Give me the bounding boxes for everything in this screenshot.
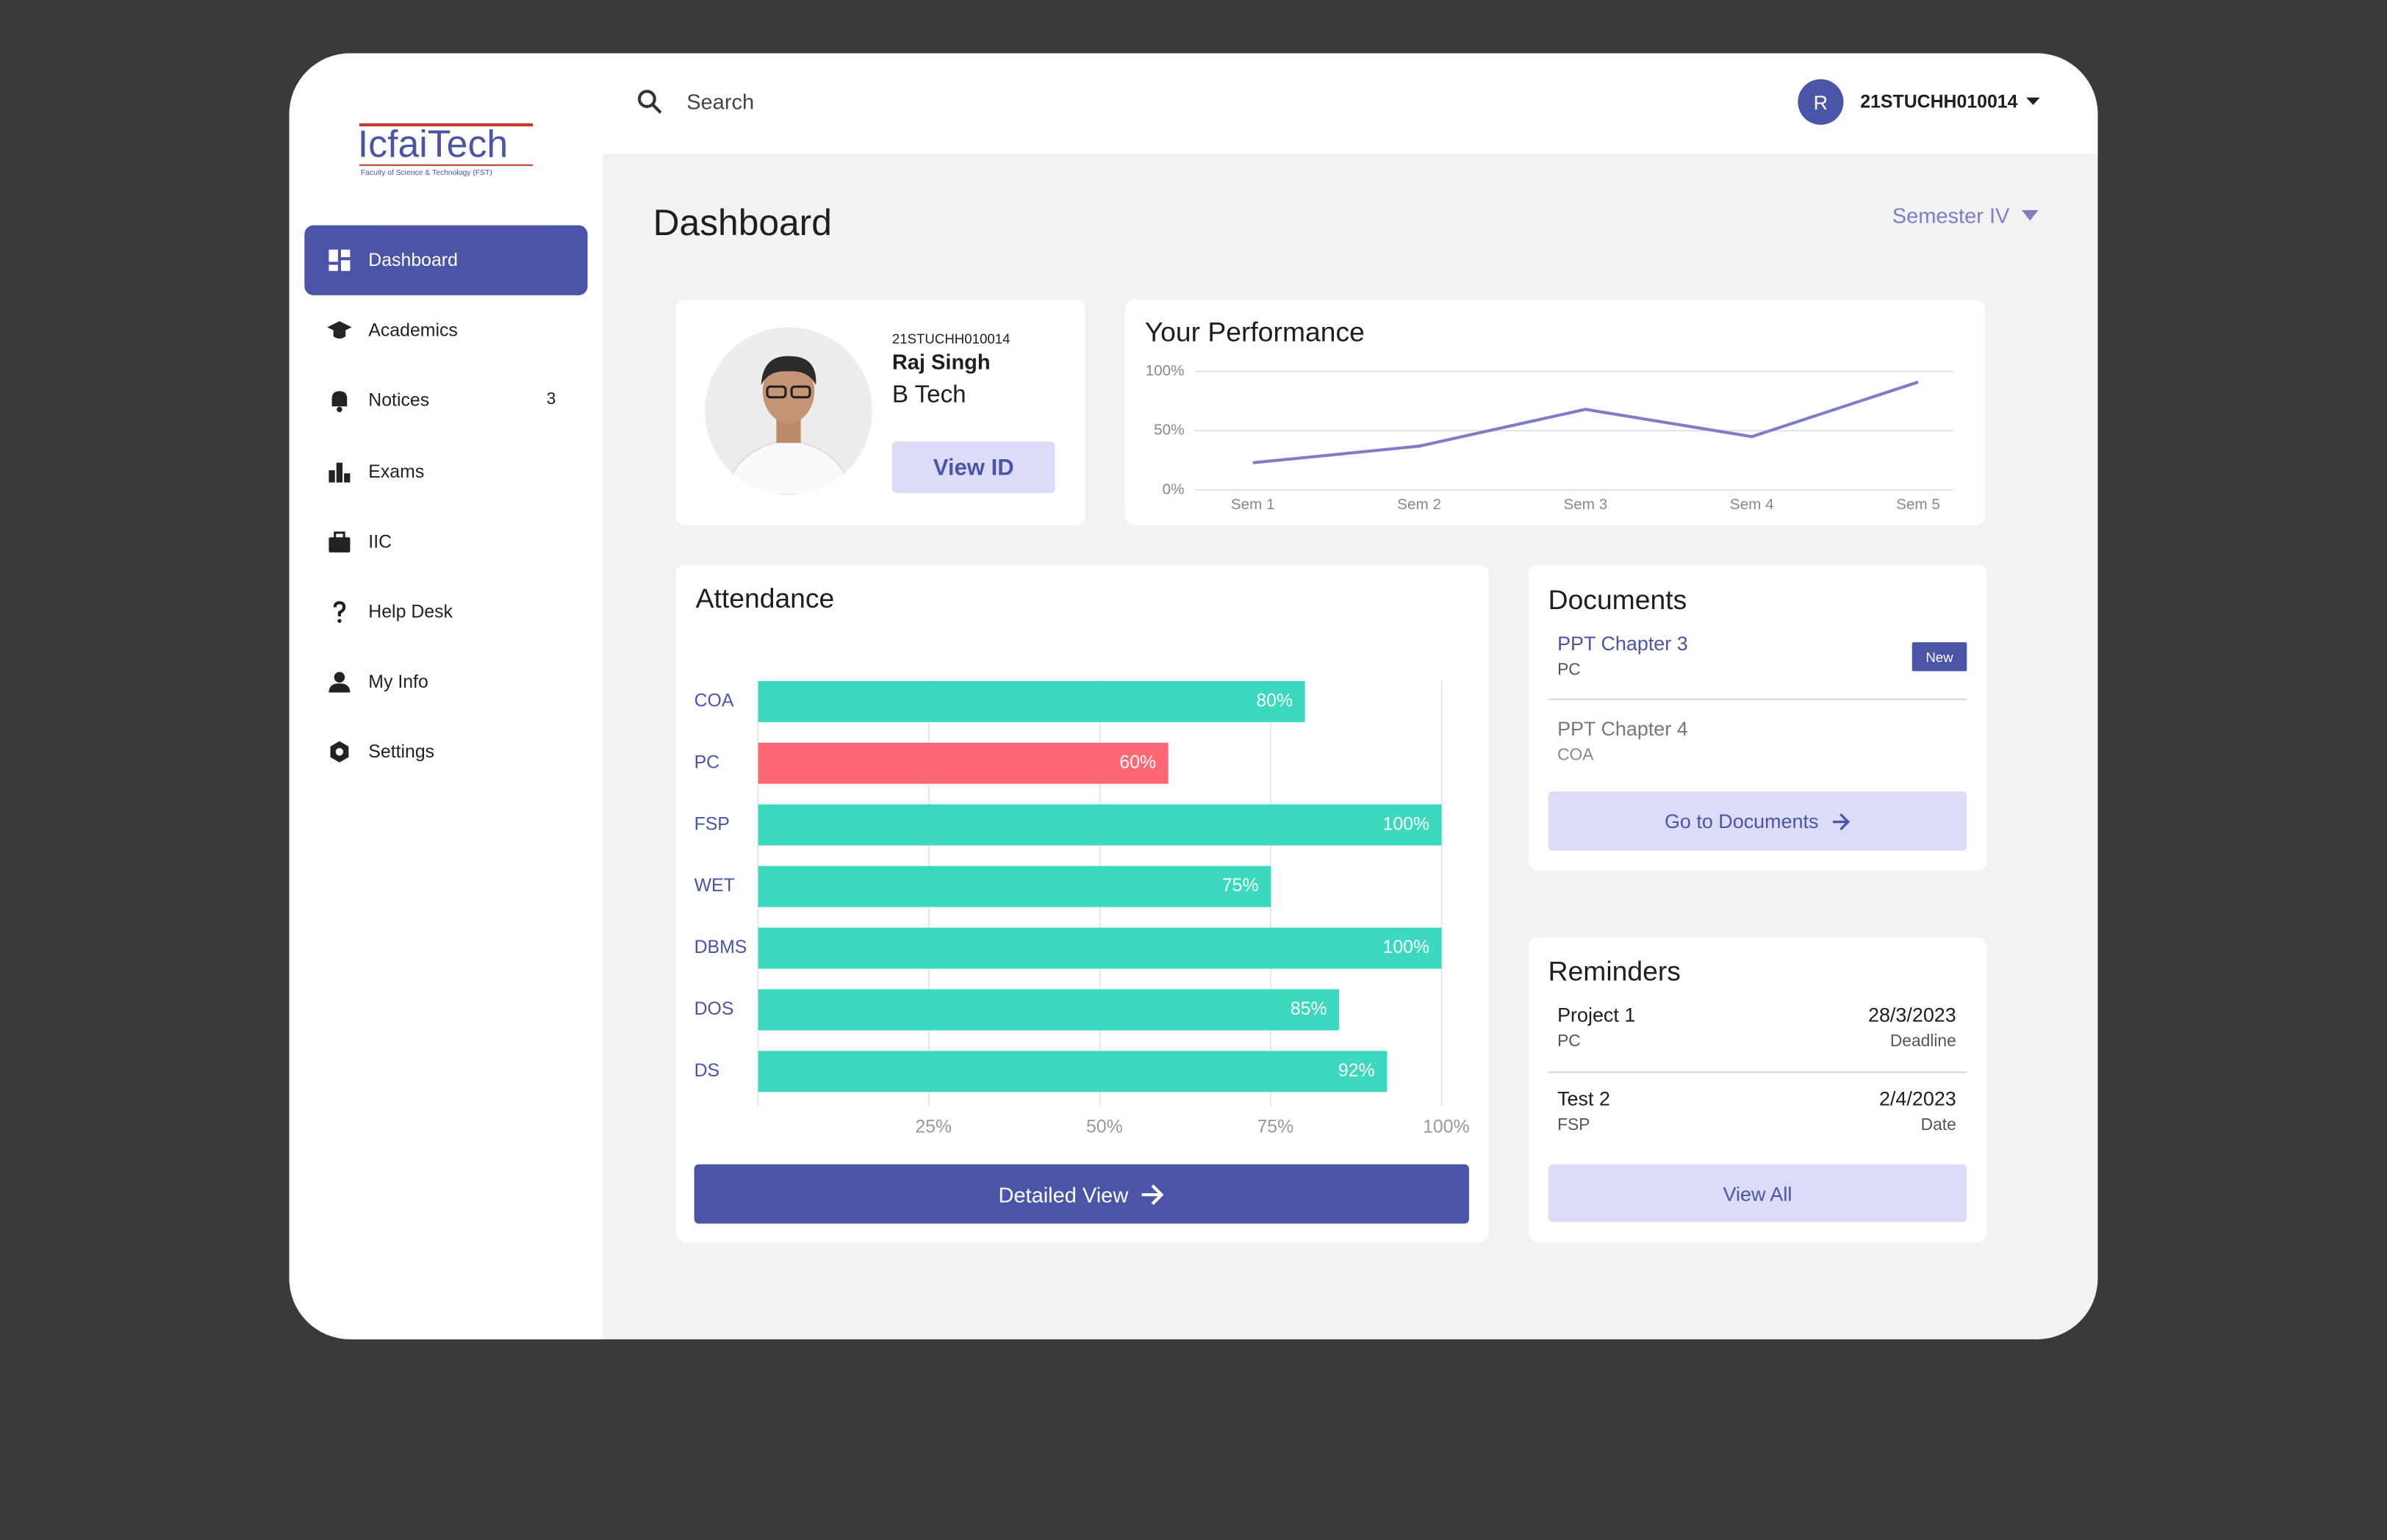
nav-icon[interactable]	[327, 741, 351, 765]
detailed-view-button[interactable]: Detailed View	[694, 1164, 1469, 1224]
top-bar	[603, 53, 2098, 154]
nav-item[interactable]: IIC	[368, 530, 392, 553]
reminder-name[interactable]: Test 2	[1557, 1087, 1610, 1110]
nav-item[interactable]: Help Desk	[368, 600, 453, 622]
avatar[interactable]: R	[1798, 79, 1844, 125]
student-program: B Tech	[891, 382, 966, 409]
student-name: Raj Singh	[891, 349, 991, 374]
document-name[interactable]: PPT Chapter 3	[1557, 632, 1688, 655]
attendance-title: Attendance	[695, 583, 835, 614]
nav-icon[interactable]	[327, 600, 351, 624]
page-title: Dashboard	[653, 203, 832, 245]
user-id[interactable]: 21STUCHH010014	[1860, 90, 2018, 112]
view-id-button[interactable]: View ID	[891, 441, 1055, 494]
arrow-icon	[1141, 1184, 1164, 1204]
reminder-date: 2/4/2023	[1878, 1087, 1956, 1110]
reminder-course: FSP	[1557, 1116, 1590, 1135]
reminder-kind: Deadline	[1889, 1032, 1956, 1051]
performance-title: Your Performance	[1144, 317, 1365, 348]
nav-active	[304, 225, 588, 295]
nav-item[interactable]: Notices	[368, 389, 430, 411]
nav-item[interactable]: Exams	[368, 460, 425, 482]
student-id: 21STUCHH010014	[891, 331, 1011, 347]
nav-icon[interactable]	[327, 318, 352, 342]
separator	[1548, 1071, 1967, 1073]
reminder-course: PC	[1557, 1032, 1581, 1051]
reminder-date: 28/3/2023	[1867, 1003, 1956, 1026]
document-course: COA	[1557, 746, 1594, 765]
profile-photo	[705, 327, 872, 495]
button-label: Detailed View	[998, 1181, 1129, 1206]
new-tag: New	[1912, 642, 1967, 672]
semester-select[interactable]: Semester IV	[1892, 203, 2010, 228]
button-label: Go to Documents	[1664, 810, 1819, 833]
logo: IcfaiTech	[357, 123, 509, 166]
nav-icon[interactable]	[327, 459, 351, 483]
document-name[interactable]: PPT Chapter 4	[1557, 717, 1688, 741]
document-course: PC	[1557, 661, 1581, 680]
reminder-kind: Date	[1920, 1116, 1956, 1135]
semester-caret[interactable]	[2021, 209, 2039, 223]
nav-item[interactable]: My Info	[368, 671, 428, 693]
documents-title: Documents	[1548, 584, 1687, 616]
arrow-icon	[1832, 813, 1850, 830]
nav-icon[interactable]	[327, 248, 351, 273]
nav-badge: 3	[546, 390, 556, 409]
nav-item[interactable]: Settings	[368, 741, 435, 763]
nav-icon[interactable]	[327, 670, 351, 694]
user-caret[interactable]	[2026, 97, 2040, 107]
search-input[interactable]: Search	[686, 89, 755, 114]
logo-rule	[359, 164, 533, 166]
reminder-name[interactable]: Project 1	[1557, 1003, 1636, 1026]
nav-icon[interactable]	[327, 529, 351, 553]
nav-item[interactable]: Dashboard	[368, 249, 458, 271]
view-all-button[interactable]: View All	[1548, 1164, 1967, 1223]
logo-subtitle: Faculty of Science & Technology (FST)	[360, 168, 492, 179]
nav-icon[interactable]	[327, 389, 351, 413]
separator	[1548, 698, 1967, 700]
documents-button[interactable]: Go to Documents	[1548, 791, 1967, 851]
attendance-card	[675, 564, 1489, 1242]
logo-rule	[359, 123, 533, 126]
search-icon[interactable]	[636, 88, 664, 115]
nav-item[interactable]: Academics	[368, 319, 458, 341]
reminders-title: Reminders	[1548, 956, 1681, 987]
